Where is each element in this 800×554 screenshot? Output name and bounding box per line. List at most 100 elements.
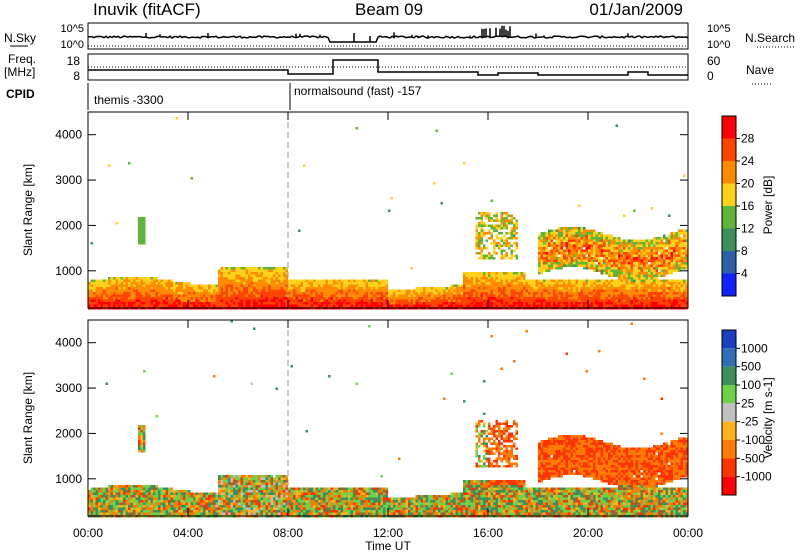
heat-cell: [655, 252, 658, 255]
heat-cell: [138, 487, 141, 490]
heat-cell: [505, 284, 508, 287]
heat-cell: [283, 294, 286, 297]
heat-cell: [235, 277, 238, 280]
heat-cell: [95, 284, 98, 287]
heat-cell: [243, 304, 246, 307]
heat-cell: [568, 247, 571, 250]
heat-cell: [373, 289, 376, 292]
heat-cell: [568, 242, 571, 245]
heat-cell: [250, 302, 253, 305]
heat-cell: [178, 490, 181, 493]
heat-cell: [233, 299, 236, 302]
heat-cell: [188, 507, 191, 510]
heat-cell: [93, 289, 96, 292]
heat-cell: [633, 249, 636, 252]
heat-cell: [508, 272, 511, 275]
heat-cell: [543, 249, 546, 252]
heat-cell: [455, 299, 458, 302]
heat-cell: [113, 510, 116, 513]
heat-cell: [243, 294, 246, 297]
heat-cell: [225, 279, 228, 282]
heat-cell: [145, 302, 148, 305]
heat-cell: [480, 249, 483, 252]
heat-cell: [128, 507, 131, 510]
heat-cell: [600, 244, 603, 247]
heat-cell: [183, 294, 186, 297]
heat-cell: [140, 512, 143, 515]
heat-cell: [395, 292, 398, 295]
heat-cell: [285, 282, 288, 285]
heat-cell: [493, 279, 496, 282]
heat-cell: [305, 292, 308, 295]
heat-cell: [425, 302, 428, 305]
heat-cell: [593, 262, 596, 265]
heat-cell: [605, 267, 608, 270]
heat-cell: [645, 262, 648, 265]
heat-cell: [470, 292, 473, 295]
heat-cell: [605, 287, 608, 290]
heat-cell: [583, 244, 586, 247]
heat-cell: [208, 292, 211, 295]
heat-cell: [555, 282, 558, 285]
heat-cell: [380, 292, 383, 295]
heat-cell: [388, 299, 391, 302]
heat-cell: [90, 510, 93, 513]
heat-cell: [100, 487, 103, 490]
heat-cell: [558, 239, 561, 242]
heat-cell: [578, 239, 581, 242]
heat-cell: [308, 302, 311, 305]
heat-cell: [495, 304, 498, 307]
heat-cell: [625, 242, 628, 245]
heat-cell: [585, 234, 588, 237]
heat-cell: [323, 284, 326, 287]
heat-cell: [153, 277, 156, 280]
heat-cell: [228, 505, 231, 508]
heat-cell: [610, 292, 613, 295]
heat-cell: [203, 510, 206, 513]
heat-cell: [515, 227, 518, 230]
heat-cell: [305, 297, 308, 300]
heat-cell: [100, 490, 103, 493]
heat-cell: [105, 287, 108, 290]
heat-cell: [293, 304, 296, 307]
heat-cell: [575, 297, 578, 300]
heat-cell: [223, 485, 226, 488]
heat-cell: [318, 282, 321, 285]
heat-cell: [558, 237, 561, 240]
heat-cell: [653, 284, 656, 287]
heat-cell: [278, 274, 281, 277]
heat-cell: [113, 502, 116, 505]
heat-cell: [415, 299, 418, 302]
heat-cell: [153, 279, 156, 282]
heat-cell: [508, 219, 511, 222]
heat-cell: [370, 279, 373, 282]
heat-cell: [143, 492, 146, 495]
heat-cell: [575, 247, 578, 250]
heat-cell: [515, 274, 518, 277]
heat-cell: [655, 294, 658, 297]
heat-cell: [440, 297, 443, 300]
heat-cell: [425, 294, 428, 297]
heat-cell: [548, 294, 551, 297]
heat-cell: [520, 292, 523, 295]
heat-cell: [598, 232, 601, 235]
heat-cell: [555, 287, 558, 290]
heat-cell: [120, 490, 123, 493]
heat-cell: [653, 287, 656, 290]
heat-cell: [660, 262, 663, 265]
heat-cell: [218, 269, 221, 272]
heat-cell: [225, 282, 228, 285]
heat-cell: [570, 234, 573, 237]
heat-cell: [490, 254, 493, 257]
heat-cell: [118, 500, 121, 503]
heat-cell: [498, 274, 501, 277]
heat-cell: [573, 302, 576, 305]
heat-cell: [300, 297, 303, 300]
heat-cell: [550, 262, 553, 265]
heat-cell: [368, 302, 371, 305]
heat-cell: [668, 262, 671, 265]
heat-cell: [653, 279, 656, 282]
heat-cell: [430, 297, 433, 300]
heat-cell: [495, 237, 498, 240]
heat-cell: [488, 297, 491, 300]
